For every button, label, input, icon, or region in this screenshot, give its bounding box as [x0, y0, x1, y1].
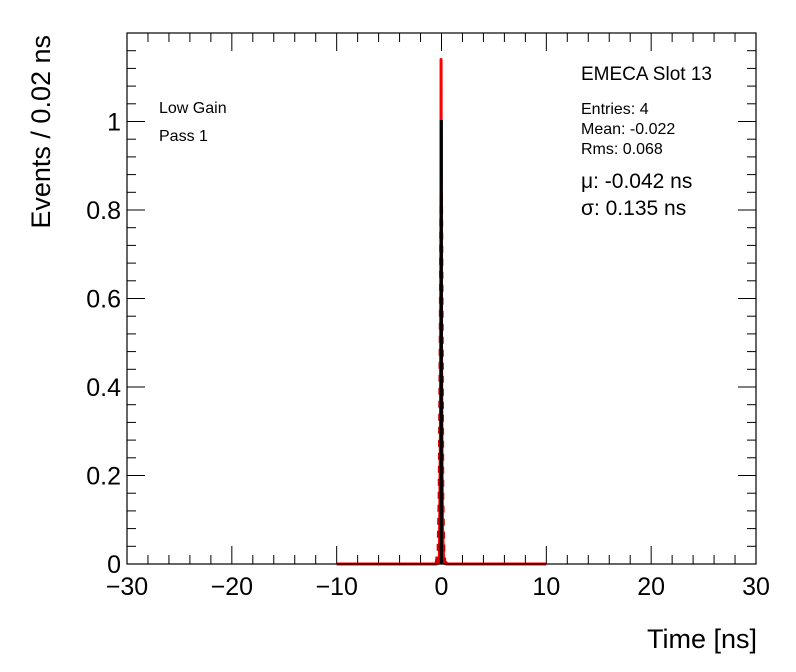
entries-stat: Entries: 4: [581, 101, 649, 118]
plot-frame: [126, 32, 757, 565]
fit-curve-dashed: [434, 194, 448, 565]
x-tick-label: 20: [637, 573, 665, 601]
x-tick-label: −20: [211, 573, 253, 601]
x-tick-label: −10: [315, 573, 357, 601]
slot-label: EMECA Slot 13: [581, 64, 712, 85]
y-tick-label: 0.2: [86, 463, 121, 491]
mean-stat: Mean: -0.022: [581, 121, 675, 138]
x-tick-label: 10: [532, 573, 560, 601]
data-series: [336, 58, 547, 566]
y-tick-label: 1: [107, 109, 121, 137]
x-tick-label: 30: [742, 573, 770, 601]
y-tick-label: 0.8: [86, 197, 121, 225]
tick-labels: −30 −20 −10 0 10 20 30 0 0.2 0.4 0.6 0.8 1: [86, 109, 770, 602]
gain-label: Low Gain: [159, 100, 227, 117]
y-tick-label: 0.6: [86, 286, 121, 314]
x-tick-label: 0: [435, 573, 449, 601]
sigma-fit-value: σ: 0.135 ns: [581, 197, 686, 220]
y-tick-label: 0: [107, 551, 121, 579]
x-tick-label: −30: [106, 573, 148, 601]
mu-fit-value: μ: -0.042 ns: [581, 170, 692, 193]
y-tick-label: 0.4: [86, 374, 121, 402]
y-axis-title: Events / 0.02 ns: [26, 35, 56, 229]
pass-label: Pass 1: [159, 128, 208, 145]
rms-stat: Rms: 0.068: [581, 141, 663, 158]
x-axis-title: Time [ns]: [647, 624, 757, 654]
